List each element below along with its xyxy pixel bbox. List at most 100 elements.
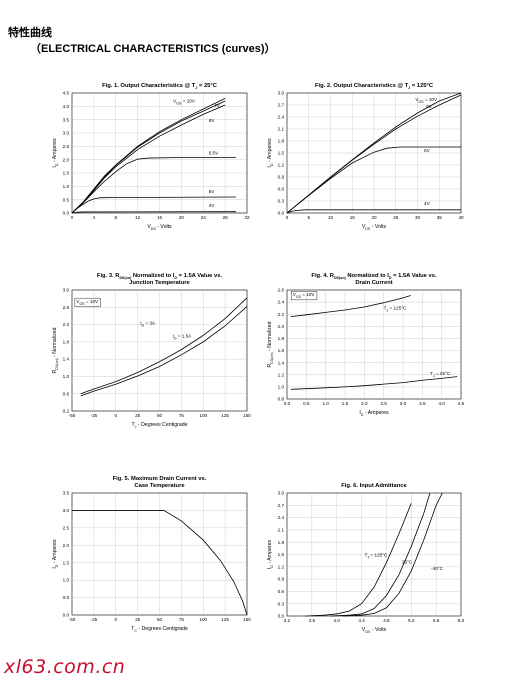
curve-annotation: -40°C <box>431 566 443 571</box>
chart-title-line-part: Normalized to I <box>346 273 390 279</box>
x-axis-label: VDS - Volts <box>362 224 387 231</box>
curve-annotation-part: -40°C <box>431 566 443 571</box>
x-tick-label: 150 <box>243 413 251 418</box>
x-axis-label-part: - Volts <box>156 224 172 230</box>
curve-annotation: 5.5V <box>209 150 219 155</box>
y-tick-label: 3.0 <box>63 288 70 293</box>
y-axis-label-part: - Amperes <box>267 540 273 565</box>
y-tick-label: 1.8 <box>63 339 70 344</box>
annotation-box <box>74 297 101 307</box>
curve-annotation-part: 6V <box>209 118 216 123</box>
y-axis-label-part: I <box>52 166 58 167</box>
x-tick-label: 28 <box>223 215 229 220</box>
chart-title-line: Fig. 1. Output Characteristics @ TJ = 25… <box>102 83 218 90</box>
curve-annotation-part: J <box>386 308 388 312</box>
x-tick-label: 125 <box>221 617 229 622</box>
x-tick-label: 1.0 <box>322 401 329 406</box>
curve-annotation: 4V <box>209 203 216 208</box>
curve-annotation-part: = 10V <box>301 292 315 297</box>
y-tick-label: 0.0 <box>63 613 70 618</box>
y-tick-label: 2.4 <box>278 515 285 520</box>
x-tick-label: 5.2 <box>408 618 415 623</box>
y-tick-label: 1.8 <box>278 139 285 144</box>
y-tick-label: 2.0 <box>63 157 70 162</box>
y-tick-label: 1.5 <box>63 560 70 565</box>
curve-annotation: VGS = 10V <box>293 292 316 299</box>
x-axis-label-part: DS <box>151 227 157 231</box>
y-axis-label-part: D <box>55 564 59 567</box>
curve-annotation-part: = 10V <box>181 98 195 103</box>
chart-title-line-part: Fig. 4. R <box>311 273 334 279</box>
curve-annotation-part: I <box>173 334 174 339</box>
y-axis-label-part: I <box>267 166 273 167</box>
header-english-title: （ELECTRICAL CHARACTERISTICS (curves)） <box>30 43 276 55</box>
x-tick-label: 12 <box>135 215 141 220</box>
y-tick-label: 3.0 <box>278 91 285 96</box>
y-tick-label: 2.5 <box>63 525 70 530</box>
y-tick-label: 1.2 <box>278 372 285 377</box>
y-tick-label: 1.8 <box>278 336 285 341</box>
y-tick-label: 4.0 <box>63 104 70 109</box>
y-tick-label: 2.1 <box>278 528 285 533</box>
curve-annotation-part: 5.5V <box>209 150 219 155</box>
curve-annotation: VGS = 10V <box>173 98 196 105</box>
curve-annotation-part: = 25°C <box>435 371 451 376</box>
x-tick-label: 10 <box>328 215 334 220</box>
chart-title-line-part: Fig. 6. Input Admittance <box>341 483 407 489</box>
x-tick-label: 0.5 <box>303 401 310 406</box>
y-tick-label: 0.2 <box>63 409 70 414</box>
x-axis-label: ID - Amperes <box>359 410 389 417</box>
y-tick-label: 2.2 <box>278 312 285 317</box>
y-tick-label: 3.0 <box>63 508 70 513</box>
y-tick-label: 1.5 <box>63 171 70 176</box>
x-axis-label-part: GS <box>365 630 371 634</box>
x-axis-label-part: DS <box>365 227 371 231</box>
y-tick-label: 0.6 <box>278 589 285 594</box>
x-axis-label-part: C <box>134 629 137 633</box>
x-tick-label: 3.6 <box>309 618 316 623</box>
y-axis-label-part: - Amperes <box>52 539 58 564</box>
x-tick-label: 8 <box>114 215 117 220</box>
chart-title-line-part: DS(on) <box>334 276 347 280</box>
y-tick-label: 2.2 <box>63 322 70 327</box>
x-tick-label: 0.0 <box>284 401 291 406</box>
series-line-2 <box>71 104 226 214</box>
y-tick-label: 1.4 <box>63 357 70 362</box>
y-tick-label: 0.3 <box>278 199 285 204</box>
curve-annotation: 6V <box>426 104 433 109</box>
y-tick-label: 2.4 <box>278 300 285 305</box>
chart-title-line: Fig. 5. Maximum Drain Current vs. <box>113 476 207 482</box>
y-tick-label: 0.9 <box>278 577 285 582</box>
curve-annotation-part: V <box>415 97 419 102</box>
y-axis-label-part: - Normalized <box>52 327 58 358</box>
curve-annotation: VGS = 10V <box>415 97 438 104</box>
curve-annotation-part: = 10V <box>85 299 99 304</box>
y-axis-label: ID - Amperes <box>52 138 59 168</box>
y-tick-label: 3.0 <box>278 491 285 496</box>
x-axis-label-part: T <box>131 626 135 632</box>
chart-title-line-part: J <box>408 86 410 90</box>
x-tick-label: 5.6 <box>433 618 440 623</box>
curve-annotation: VGS = 10V <box>76 299 99 306</box>
curve-annotation-part: V <box>293 292 297 297</box>
y-tick-label: 1.5 <box>278 552 285 557</box>
y-axis-label-part: I <box>52 567 58 568</box>
x-tick-label: 4.5 <box>458 401 465 406</box>
x-tick-label: 25 <box>135 413 141 418</box>
curve-annotation-part: D <box>174 337 177 341</box>
x-tick-label: 50 <box>157 617 163 622</box>
curve-annotation: ID = 3A <box>140 321 156 328</box>
y-tick-label: 0.6 <box>278 187 285 192</box>
chart-title-line-part: Fig. 3. R <box>97 273 120 279</box>
y-tick-label: 1.2 <box>278 564 285 569</box>
series-line-1 <box>290 376 458 390</box>
x-tick-label: 75 <box>179 617 185 622</box>
y-axis-label-part: R <box>267 364 273 368</box>
x-tick-label: 75 <box>179 413 185 418</box>
curve-annotation: 7V <box>214 103 221 108</box>
x-tick-label: 1.5 <box>342 401 349 406</box>
x-tick-label: 150 <box>243 617 251 622</box>
curve-annotation-part: = 10V <box>424 97 438 102</box>
